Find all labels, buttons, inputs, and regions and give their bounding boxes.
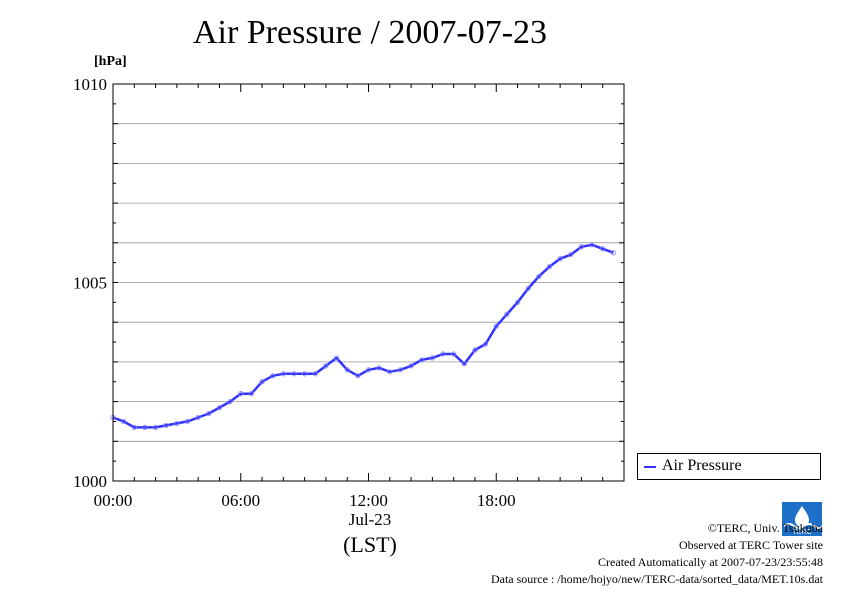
x-tick-label: 06:00 [221,491,260,510]
legend-label: Air Pressure [662,457,742,474]
data-point [472,347,478,353]
credit-copyright: ©TERC, Univ. Tsukuba [707,521,823,535]
credit-created: Created Automatically at 2007-07-23/23:5… [598,555,823,569]
x-tick-label: 18:00 [477,491,516,510]
axis-ticks: 1000 1005 1010 00:00 06:00 12:00 18:00 [73,75,625,510]
data-point [408,363,414,369]
data-point [429,355,435,361]
data-point [333,355,340,361]
data-point [184,418,191,425]
data-point [578,244,585,250]
data-point [152,424,159,431]
data-point [419,357,425,363]
data-point [568,252,574,258]
data-point [589,242,595,248]
data-point [504,311,510,317]
grid-lines [113,123,624,442]
data-point [280,371,286,377]
data-point [610,250,616,256]
data-point [514,299,521,305]
data-point [312,371,318,377]
data-point [302,371,308,377]
data-point [238,391,244,397]
y-tick-label: 1010 [73,75,107,94]
data-point [131,424,137,431]
data-point [557,256,563,262]
credits-block: ©TERC, Univ. Tsukuba Observed at TERC To… [491,520,823,588]
series-air-pressure [110,242,616,431]
data-point [227,398,233,405]
data-point [259,379,265,385]
data-point [163,422,169,429]
data-point [525,285,531,292]
logo-text: TERC [792,529,811,536]
data-point [206,410,212,417]
data-point [536,273,542,280]
data-point [440,351,446,357]
data-point [270,373,276,379]
y-tick-label: 1000 [73,472,107,491]
series-line [112,243,614,429]
data-point [483,341,489,347]
data-point [344,367,350,373]
credit-source: Data source : /home/hojyo/new/TERC-data/… [490,572,823,586]
data-point [397,367,404,373]
x-tick-label: 00:00 [94,491,133,510]
data-point [461,361,467,367]
data-point [451,351,457,357]
data-point [195,414,201,421]
chart-title: Air Pressure / 2007-07-23 [192,14,548,51]
data-point [355,373,361,379]
data-point [365,367,372,373]
credit-observed: Observed at TERC Tower site [678,538,823,552]
legend: Air Pressure [637,453,821,480]
data-point [323,363,329,369]
x-tick-label: 12:00 [349,491,388,510]
data-point [216,404,223,411]
data-point [248,391,254,397]
data-point [387,369,393,375]
data-point [546,264,553,270]
data-point [142,424,148,431]
data-point [376,365,382,371]
terc-logo: TERC [782,502,822,536]
data-point [493,323,499,329]
legend-swatch [644,466,656,468]
data-point [174,420,180,427]
data-point [121,418,127,425]
data-point [291,371,297,377]
data-point [600,246,606,252]
y-unit-label: [hPa] [94,54,127,69]
x-date-label: Jul-23 [348,510,392,529]
y-tick-label: 1005 [73,274,107,293]
x-timezone-label: (LST) [343,532,397,557]
